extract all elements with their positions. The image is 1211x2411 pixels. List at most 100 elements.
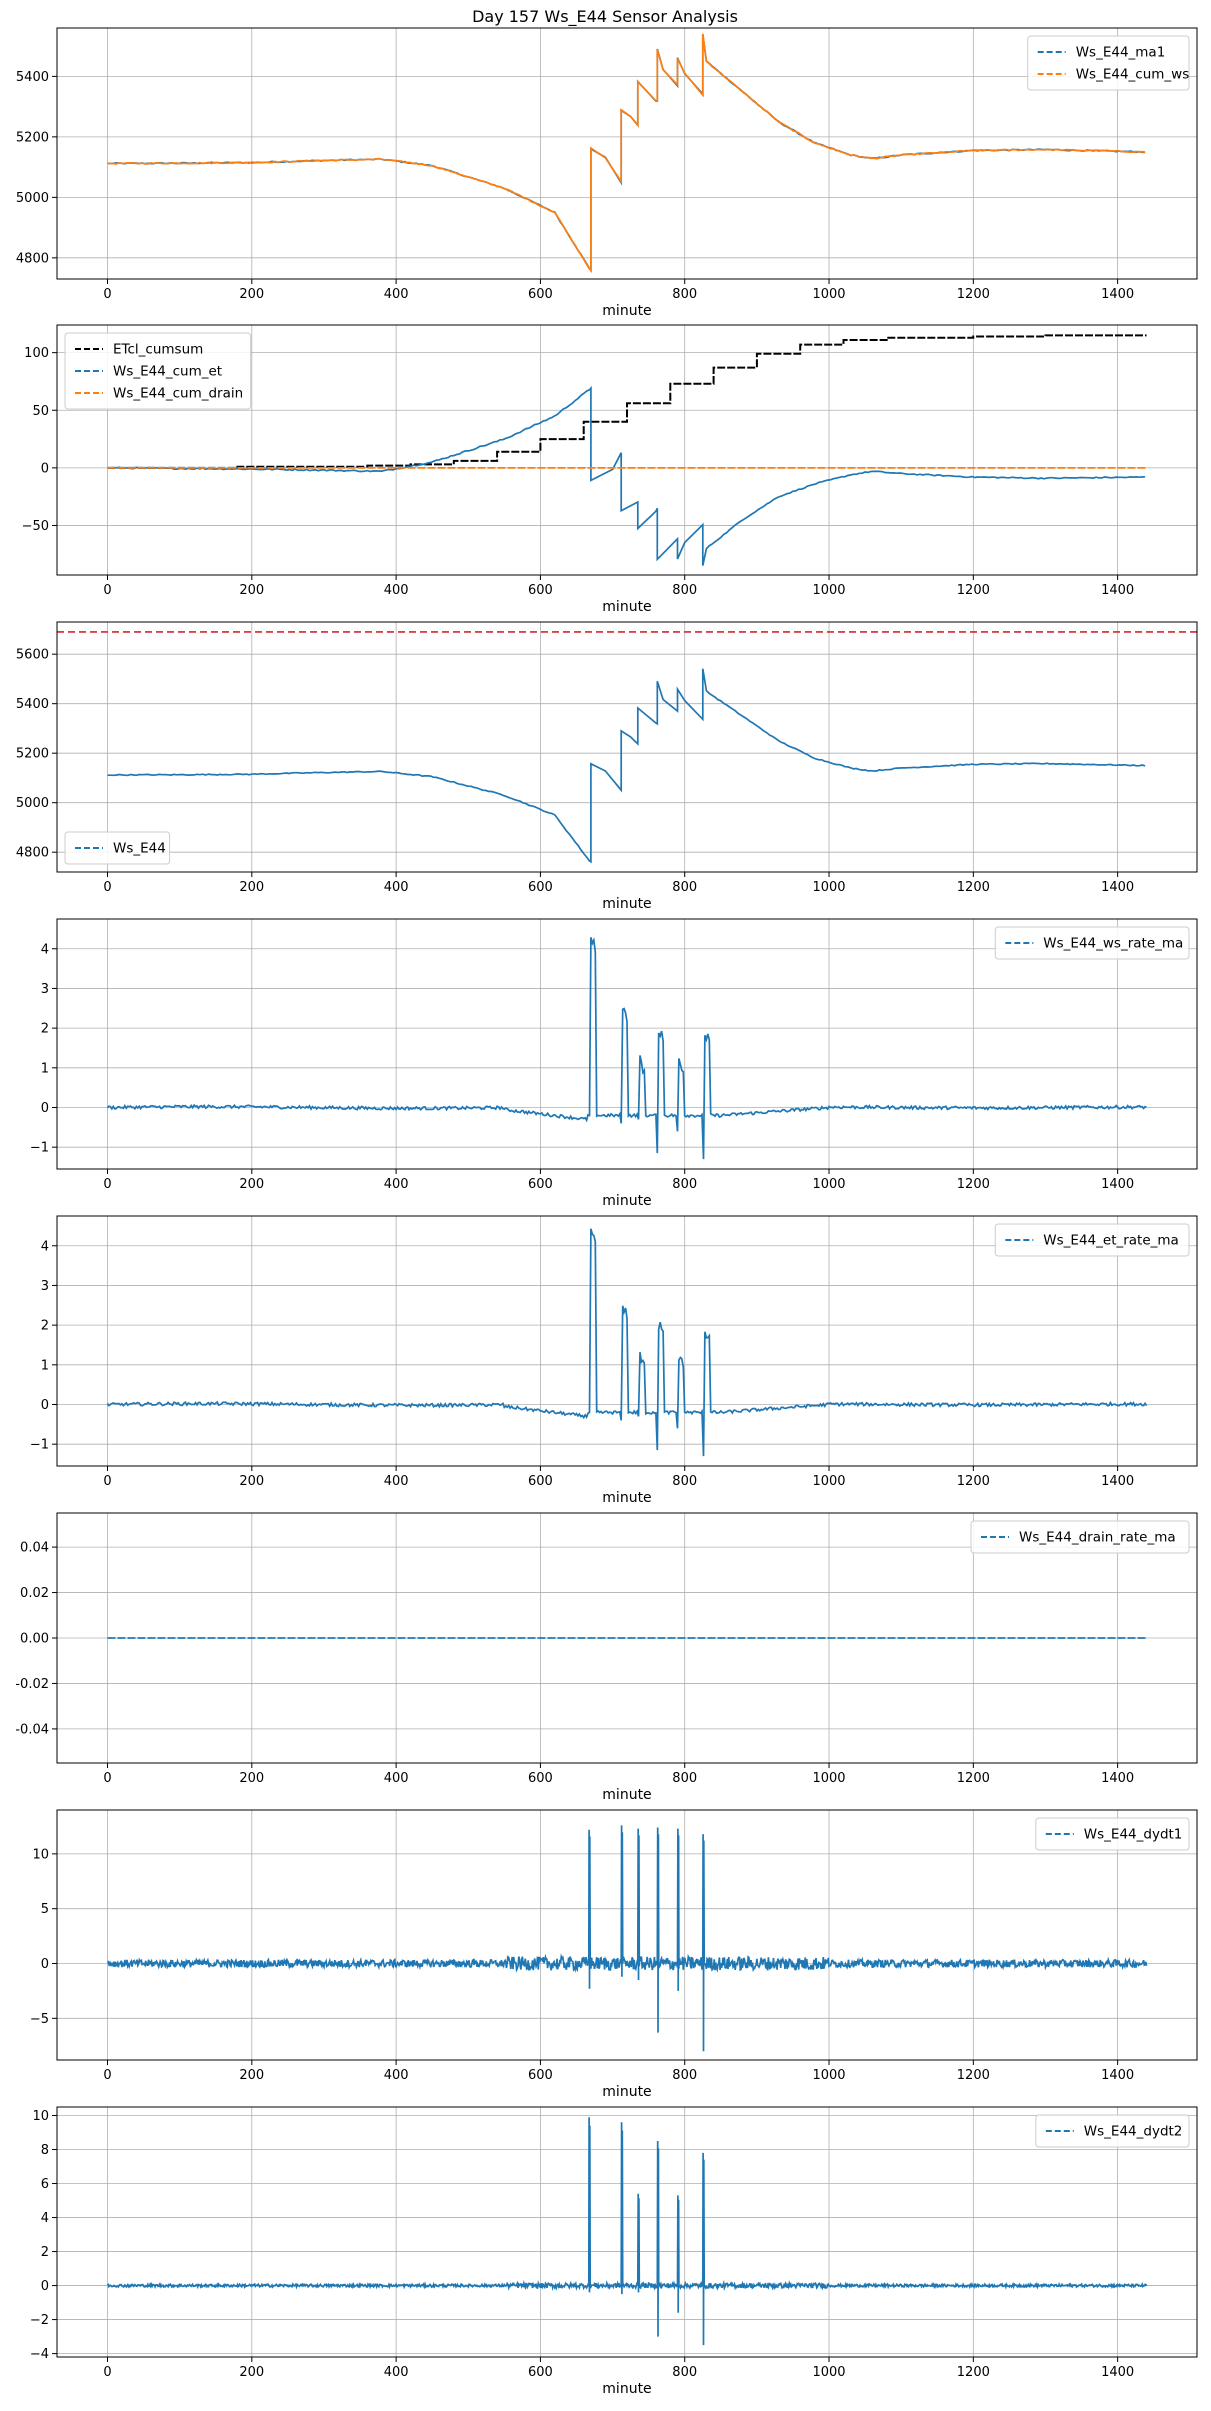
y-tick-label: −2: [30, 2313, 49, 2328]
y-tick-label: 100: [24, 346, 49, 361]
x-tick-label: 200: [239, 1177, 264, 1192]
y-tick-label: 5000: [16, 796, 49, 811]
x-axis-label: minute: [602, 303, 651, 319]
x-tick-label: 200: [239, 583, 264, 598]
y-tick-label: 0: [41, 1957, 49, 1972]
x-tick-label: 600: [528, 287, 553, 302]
x-tick-label: 200: [239, 1771, 264, 1786]
y-tick-label: 3: [41, 982, 49, 997]
legend-box: [64, 831, 171, 865]
x-tick-label: 1200: [957, 1474, 990, 1489]
x-tick-label: 800: [672, 880, 697, 895]
y-tick-label: 4: [41, 2211, 49, 2226]
y-tick-label: 5400: [16, 697, 49, 712]
legend-box: [994, 926, 1190, 960]
x-tick-label: 0: [103, 2068, 111, 2083]
y-tick-label: 5400: [16, 70, 49, 85]
y-tick-label: 0: [41, 1101, 49, 1116]
x-tick-label: 600: [528, 880, 553, 895]
x-tick-label: 1400: [1101, 2365, 1134, 2380]
x-tick-label: 400: [384, 880, 409, 895]
legend: ETcl_cumsum Ws_E44_cum_et Ws_E44_cum_drain: [64, 332, 252, 410]
x-tick-label: 200: [239, 2365, 264, 2380]
x-tick-label: 1400: [1101, 880, 1134, 895]
x-tick-label: 200: [239, 2068, 264, 2083]
legend-entry: Ws_E44_drain_rate_ma: [1019, 1530, 1176, 1546]
x-tick-label: 400: [384, 583, 409, 598]
x-axis-label: minute: [602, 2381, 651, 2397]
x-tick-label: 0: [103, 583, 111, 598]
y-tick-label: 10: [32, 2109, 49, 2124]
x-tick-label: 1400: [1101, 1771, 1134, 1786]
x-axis-label: minute: [602, 1490, 651, 1506]
subplot-3: 0 200 400 600 800 1000 1200 1400 4800 5000 5200 540…: [16, 621, 1198, 912]
x-tick-label: 1000: [812, 583, 845, 598]
legend-entry: Ws_E44_ma1: [1076, 45, 1166, 61]
y-tick-label: 0: [41, 461, 49, 476]
series-line-ETcl_cumsum: [107, 334, 1147, 469]
x-tick-label: 1000: [812, 880, 845, 895]
x-tick-label: 600: [528, 1771, 553, 1786]
legend: Ws_E44_ws_rate_ma: [994, 926, 1190, 960]
subplot-8: 0 200 400 600 800 1000 1200 1400 −4 −2 0 2 4 6 8 10 minu…: [30, 2106, 1198, 2397]
x-axis-label: minute: [602, 599, 651, 615]
axes-frame: [56, 324, 1198, 576]
x-tick-label: 0: [103, 2365, 111, 2380]
legend-entry: Ws_E44: [113, 841, 166, 857]
legend-box: [64, 332, 252, 410]
x-tick-label: 800: [672, 1474, 697, 1489]
y-tick-label: -0.04: [15, 1722, 49, 1737]
x-tick-label: 1000: [812, 1474, 845, 1489]
y-tick-label: 4: [41, 1239, 49, 1254]
legend-box: [1035, 1817, 1190, 1851]
y-tick-label: −5: [30, 2012, 49, 2027]
series-line-Ws_E44_cum_et: [107, 385, 1146, 566]
x-tick-label: 200: [239, 880, 264, 895]
series-line-Ws_E44_ws_rate_ma: [106, 936, 1147, 1160]
x-tick-label: 600: [528, 2365, 553, 2380]
x-tick-label: 1000: [812, 287, 845, 302]
legend: Ws_E44_dydt2: [1035, 2114, 1190, 2148]
y-tick-label: 5200: [16, 747, 49, 762]
x-tick-label: 800: [672, 583, 697, 598]
legend-entry: Ws_E44_cum_drain: [113, 386, 243, 402]
y-tick-label: 3: [41, 1279, 49, 1294]
y-tick-label: 4: [41, 942, 49, 957]
x-tick-label: 600: [528, 1177, 553, 1192]
y-tick-label: 1: [41, 1061, 49, 1076]
axes-frame: [56, 1809, 1198, 2061]
y-tick-label: 6: [41, 2177, 49, 2192]
x-axis-label: minute: [602, 896, 651, 912]
x-tick-label: 1000: [812, 1771, 845, 1786]
x-tick-label: 1400: [1101, 1177, 1134, 1192]
legend: Ws_E44_drain_rate_ma: [970, 1520, 1190, 1554]
x-tick-label: 800: [672, 1177, 697, 1192]
series-line-Ws_E44_cum_ws: [107, 33, 1146, 273]
x-tick-label: 1200: [957, 880, 990, 895]
subplot-7: 0 200 400 600 800 1000 1200 1400 −5 0 5 10 minute Ws_…: [30, 1809, 1198, 2100]
legend: Ws_E44_dydt1: [1035, 1817, 1190, 1851]
legend-entry: Ws_E44_ws_rate_ma: [1043, 936, 1183, 952]
y-tick-label: 4800: [16, 846, 49, 861]
x-tick-label: 1400: [1101, 1474, 1134, 1489]
x-tick-label: 1000: [812, 2068, 845, 2083]
x-tick-label: 400: [384, 1474, 409, 1489]
x-tick-label: 1200: [957, 1177, 990, 1192]
x-tick-label: 0: [103, 1474, 111, 1489]
y-tick-label: 5000: [16, 191, 49, 206]
x-axis-label: minute: [602, 2084, 651, 2100]
panels: 0 200 400 600 800 1000 1200 1400480050005200540…: [15, 27, 1198, 2397]
x-tick-label: 1200: [957, 2068, 990, 2083]
series-line-Ws_E44: [107, 668, 1146, 864]
figure-title: Day 157 Ws_E44 Sensor Analysis: [472, 7, 738, 27]
x-tick-label: 0: [103, 880, 111, 895]
legend-entry: Ws_E44_cum_et: [113, 364, 222, 380]
subplot-6: 0 200 400 600 800 1000 1200 1400 -0.04 -0.02 0.00 0…: [15, 1512, 1198, 1803]
x-tick-label: 800: [672, 287, 697, 302]
x-tick-label: 1400: [1101, 287, 1134, 302]
axes-frame: [56, 27, 1198, 280]
y-tick-label: 5600: [16, 648, 49, 663]
x-tick-label: 800: [672, 2068, 697, 2083]
x-tick-label: 0: [103, 1177, 111, 1192]
legend-box: [970, 1520, 1190, 1554]
